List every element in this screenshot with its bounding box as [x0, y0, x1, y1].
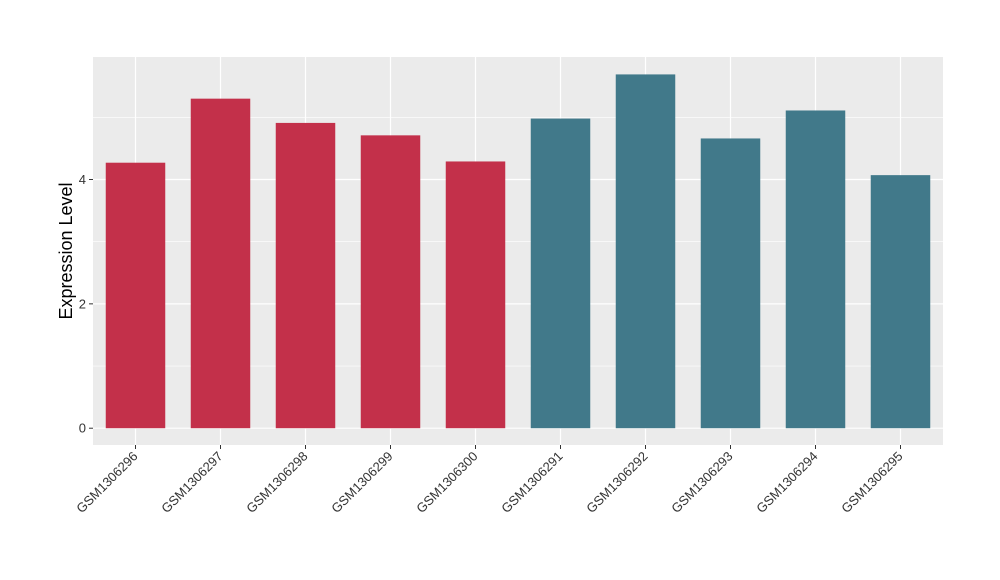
bar-GSM1306292 — [615, 74, 676, 429]
x-tick-label: GSM1306293 — [668, 449, 735, 516]
y-tick-label: 0 — [79, 421, 86, 436]
y-tick-label: 4 — [79, 172, 86, 187]
x-tick-label: GSM1306294 — [753, 449, 820, 516]
y-tick-label: 2 — [79, 296, 86, 311]
bar-GSM1306297 — [190, 98, 251, 429]
bar-GSM1306295 — [870, 175, 931, 429]
bar-GSM1306296 — [105, 162, 166, 429]
bar-GSM1306300 — [445, 161, 506, 429]
bar-GSM1306299 — [360, 135, 421, 429]
bar-GSM1306298 — [275, 122, 336, 429]
x-tick-label: GSM1306300 — [413, 449, 480, 516]
x-tick-label: GSM1306299 — [328, 449, 395, 516]
bars — [105, 74, 931, 429]
x-tick-label: GSM1306297 — [158, 449, 225, 516]
bar-GSM1306294 — [785, 110, 846, 429]
x-axis: GSM1306296 GSM1306297 GSM1306298 GSM1306299… — [73, 445, 906, 516]
x-tick-label: GSM1306292 — [583, 449, 650, 516]
bar-GSM1306293 — [700, 138, 761, 429]
bar-GSM1306291 — [530, 118, 591, 429]
y-axis-title: Expression Level — [56, 182, 76, 319]
x-tick-label: GSM1306295 — [838, 449, 905, 516]
y-axis: 0 2 4 — [79, 172, 93, 436]
x-tick-label: GSM1306298 — [243, 449, 310, 516]
x-tick-label: GSM1306296 — [73, 449, 140, 516]
x-tick-label: GSM1306291 — [498, 449, 565, 516]
